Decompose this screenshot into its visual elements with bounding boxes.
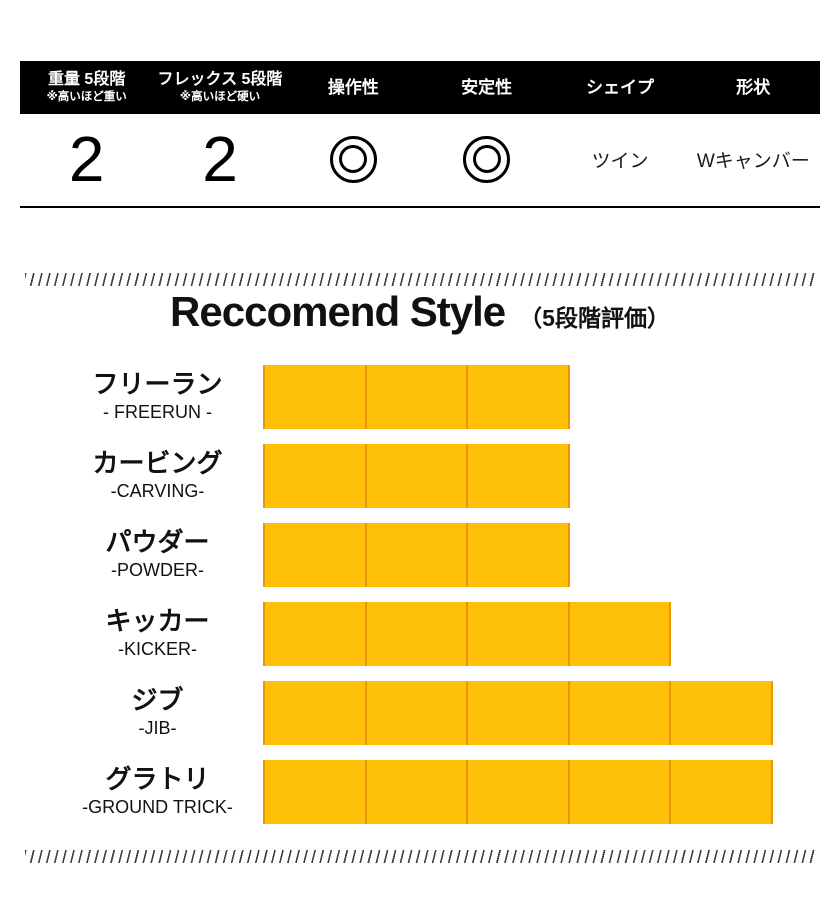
style-row-label: パウダー -POWDER- xyxy=(55,523,260,587)
spec-col-label: 形状 xyxy=(736,77,771,97)
rating-bar-segment xyxy=(265,523,367,587)
spec-value-profile: Wキャンバー xyxy=(687,114,820,204)
rating-bar-segment xyxy=(569,681,671,745)
rating-bar xyxy=(263,760,773,824)
rating-bar xyxy=(263,602,671,666)
double-circle-inner-ring xyxy=(472,145,501,173)
rating-bar-segment xyxy=(366,681,468,745)
style-row-kicker: キッカー -KICKER- xyxy=(0,602,840,666)
style-row-label: グラトリ -GROUND TRICK- xyxy=(55,760,260,824)
spec-col-label: 重量 5段階 xyxy=(47,70,126,88)
style-label-jp: フリーラン xyxy=(92,369,223,400)
rating-bar-segment xyxy=(265,681,367,745)
rating-bar xyxy=(263,681,773,745)
spec-col-stability: 安定性 xyxy=(420,61,553,114)
spec-col-label: 安定性 xyxy=(461,77,513,97)
rating-bar-segment xyxy=(569,760,671,824)
spec-value-weight: 2 xyxy=(20,114,153,204)
recommend-style-heading: Reccomend Style （5段階評価） xyxy=(0,288,840,336)
rating-bar-segment xyxy=(265,760,367,824)
spec-col-label: 操作性 xyxy=(327,77,379,97)
style-row-powder: パウダー -POWDER- xyxy=(0,523,840,587)
rating-bar-segment xyxy=(671,760,773,824)
spec-col-note: ※高いほど硬い xyxy=(179,91,261,104)
double-circle-icon xyxy=(463,135,511,183)
spec-value-control xyxy=(287,114,420,204)
rating-bar-segment xyxy=(366,523,468,587)
rating-bar-segment xyxy=(265,602,367,666)
rating-bar-segment xyxy=(671,681,773,745)
rating-bar-segment xyxy=(468,760,570,824)
rating-bar xyxy=(263,365,570,429)
spec-value-flex: 2 xyxy=(153,114,286,204)
style-row-label: フリーラン - FREERUN - xyxy=(55,365,260,429)
spec-header-bar: 重量 5段階 ※高いほど重い フレックス 5段階 ※高いほど硬い 操作性 安定性 シェイプ 形… xyxy=(20,61,820,114)
spec-col-label: フレックス 5段階 xyxy=(157,70,283,88)
double-circle-inner-ring xyxy=(339,145,368,173)
spec-value-text: 2 xyxy=(68,123,105,195)
style-rating-chart: フリーラン - FREERUN - カービング -CARVING- パウダー -POWDE… xyxy=(0,365,840,839)
spec-value-stability xyxy=(420,114,553,204)
rating-bar-segment xyxy=(366,760,468,824)
style-row-freerun: フリーラン - FREERUN - xyxy=(0,365,840,429)
rating-bar xyxy=(263,444,570,508)
rating-bar-segment xyxy=(366,602,468,666)
style-label-jp: パウダー xyxy=(105,527,210,558)
spec-col-label: シェイプ xyxy=(585,77,654,97)
spec-value-text: Wキャンバー xyxy=(696,150,810,172)
rating-bar-segment xyxy=(468,681,570,745)
style-row-jib: ジブ -JIB- xyxy=(0,681,840,745)
style-label-jp: カービング xyxy=(92,448,223,479)
double-circle-icon xyxy=(329,135,377,183)
spec-values-row: 2 2 ツイン Wキャンバー xyxy=(20,114,820,204)
rating-bar-segment xyxy=(265,365,367,429)
spec-col-note: ※高いほど重い xyxy=(46,91,127,104)
section-subtitle: （5段階評価） xyxy=(519,305,670,331)
rating-bar-segment xyxy=(366,444,468,508)
section-title: Reccomend Style xyxy=(170,288,506,335)
style-row-label: ジブ -JIB- xyxy=(55,681,260,745)
spec-value-text: 2 xyxy=(202,123,238,195)
spec-col-control: 操作性 xyxy=(287,61,420,114)
spec-col-profile: 形状 xyxy=(687,61,820,114)
style-label-en: -KICKER- xyxy=(117,639,197,660)
rating-bar-segment xyxy=(468,602,570,666)
rating-bar-segment xyxy=(468,444,570,508)
spec-col-shape: シェイプ xyxy=(553,61,686,114)
style-row-carving: カービング -CARVING- xyxy=(0,444,840,508)
spec-value-text: ツイン xyxy=(591,150,649,172)
rating-bar-segment xyxy=(468,523,570,587)
hatch-divider-bottom xyxy=(25,850,815,863)
rating-bar-segment xyxy=(569,602,671,666)
style-row-label: カービング -CARVING- xyxy=(55,444,260,508)
style-label-en: - FREERUN - xyxy=(103,402,212,423)
divider-line xyxy=(20,206,820,208)
style-label-jp: グラトリ xyxy=(105,764,210,795)
rating-bar-segment xyxy=(366,365,468,429)
spec-col-weight: 重量 5段階 ※高いほど重い xyxy=(20,61,153,114)
rating-bar-segment xyxy=(265,444,367,508)
style-label-jp: ジブ xyxy=(131,685,184,716)
hatch-divider-top xyxy=(25,273,815,286)
style-row-label: キッカー -KICKER- xyxy=(55,602,260,666)
style-row-ground-trick: グラトリ -GROUND TRICK- xyxy=(0,760,840,824)
style-label-en: -GROUND TRICK- xyxy=(82,797,233,818)
rating-bar-segment xyxy=(468,365,570,429)
style-label-en: -POWDER- xyxy=(111,560,204,581)
style-label-en: -JIB- xyxy=(138,718,177,739)
style-label-en: -CARVING- xyxy=(110,481,205,502)
rating-bar xyxy=(263,523,570,587)
spec-value-shape: ツイン xyxy=(553,114,686,204)
spec-col-flex: フレックス 5段階 ※高いほど硬い xyxy=(153,61,286,114)
style-label-jp: キッカー xyxy=(105,606,210,637)
